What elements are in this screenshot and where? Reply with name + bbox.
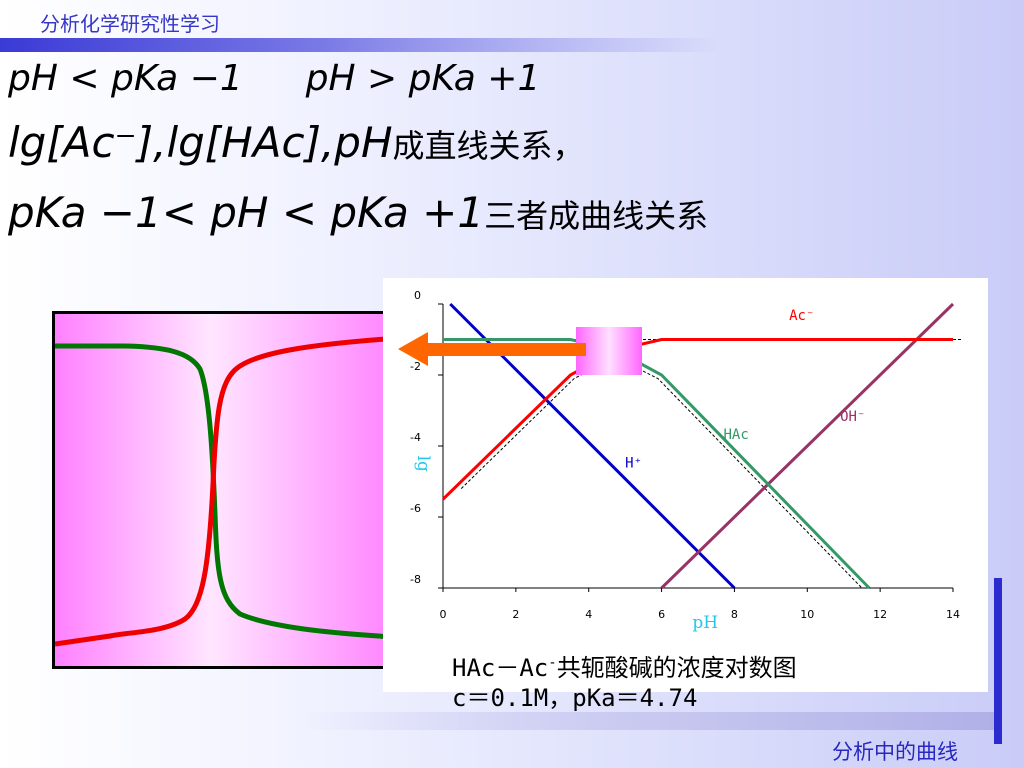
sigmoid-panel xyxy=(52,311,404,669)
chart-caption: HAc－Ac-共轭酸碱的浓度对数图 c＝0.1M，pKa＝4.74 xyxy=(452,648,797,713)
x-axis-label: pH xyxy=(692,613,718,633)
sigmoid-green-curve xyxy=(55,343,394,640)
series-label-0: H⁺ xyxy=(625,455,642,471)
x-tick-label-5: 10 xyxy=(800,608,814,621)
formula-line-2: lg[Ac⁻],lg[HAc],pH成直线关系， xyxy=(8,118,585,167)
x-tick-label-1: 2 xyxy=(512,608,519,621)
x-tick-label-0: 0 xyxy=(440,608,447,621)
footer-title: 分析中的曲线 xyxy=(832,740,958,764)
formula-ph-gt: pH > pKa +1 xyxy=(305,58,541,99)
caption-hac: HAc－Ac xyxy=(452,654,549,682)
footer-bar xyxy=(300,712,1000,730)
series-label-2: HAc xyxy=(724,427,749,443)
dashed-reference xyxy=(460,356,863,589)
y-axis-label: lg xyxy=(413,456,433,472)
series-label-1: OH⁻ xyxy=(840,409,865,425)
formula-linear-text: 成直线关系， xyxy=(392,127,585,165)
x-tick-label-3: 6 xyxy=(658,608,665,621)
series-label-3: Ac⁻ xyxy=(789,308,814,324)
sigmoid-svg xyxy=(54,335,400,647)
caption-sup: - xyxy=(548,655,557,671)
x-tick-label-6: 12 xyxy=(873,608,887,621)
caption-line-2: c＝0.1M，pKa＝4.74 xyxy=(452,684,698,712)
y-tick-label-3: -6 xyxy=(410,502,421,515)
arrow-left-icon xyxy=(398,332,586,366)
x-tick-label-2: 4 xyxy=(585,608,592,621)
highlight-box xyxy=(576,327,642,375)
y-tick-label-0: 0 xyxy=(414,289,421,302)
sigmoid-red-curve xyxy=(54,335,400,647)
header-bar xyxy=(0,38,720,52)
caption-desc: 共轭酸碱的浓度对数图 xyxy=(556,654,797,682)
formula-range: pKa −1< pH < pKa +1 xyxy=(8,188,485,237)
formula-lg-terms: lg[Ac⁻],lg[HAc],pH xyxy=(8,118,393,167)
footer-vertical-line xyxy=(994,578,1002,744)
y-tick-label-1: -2 xyxy=(410,360,421,373)
formula-ph-lt: pH < pKa −1 xyxy=(8,58,243,99)
x-tick-label-4: 8 xyxy=(731,608,738,621)
y-tick-label-2: -4 xyxy=(410,431,421,444)
formula-curve-text: 三者成曲线关系 xyxy=(484,197,709,235)
series-line-1 xyxy=(660,302,955,590)
x-tick-label-7: 14 xyxy=(946,608,960,621)
formula-line-1: pH < pKa −1 pH > pKa +1 xyxy=(8,58,540,99)
header-title: 分析化学研究性学习 xyxy=(40,12,220,36)
series-line-2 xyxy=(443,338,871,590)
caption-line-1: HAc－Ac-共轭酸碱的浓度对数图 xyxy=(452,648,797,683)
formula-line-3: pKa −1< pH < pKa +1三者成曲线关系 xyxy=(8,188,708,237)
y-tick-label-4: -8 xyxy=(410,573,421,586)
